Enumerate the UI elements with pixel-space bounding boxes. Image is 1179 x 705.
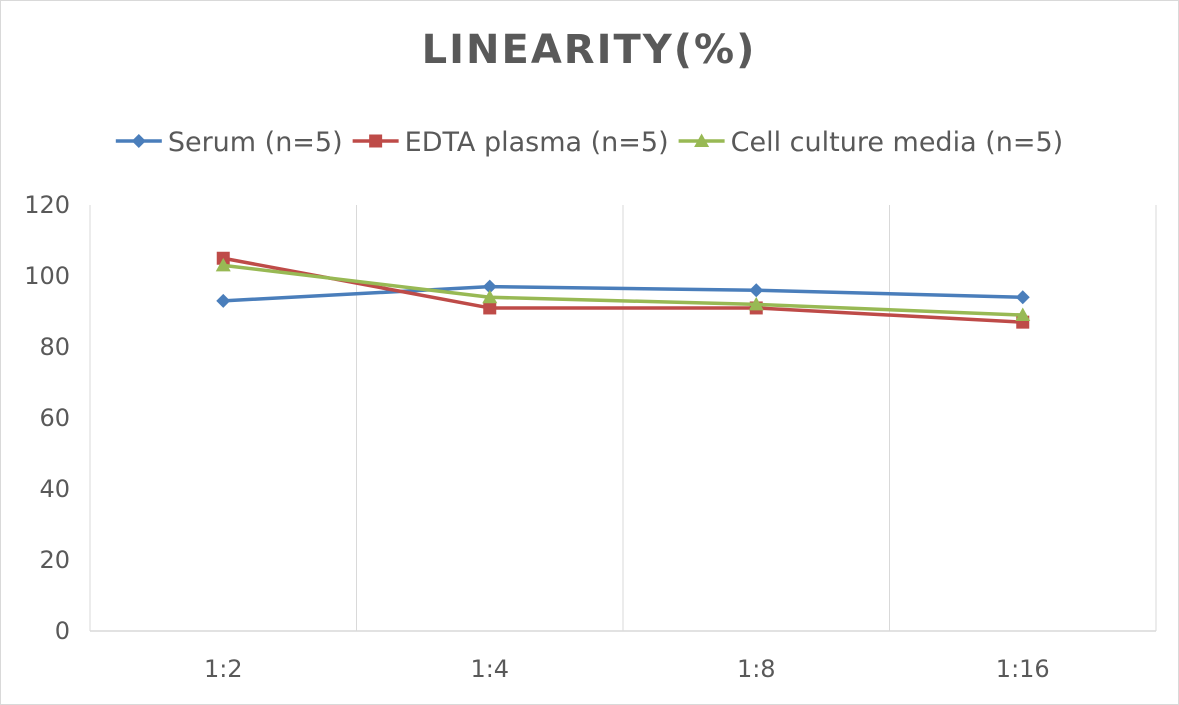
data-point [748,296,764,311]
y-tick-label: 40 [39,475,70,503]
x-tick-label: 1:16 [996,655,1050,683]
legend-label: Cell culture media (n=5) [731,127,1064,158]
y-tick-label: 0 [55,617,70,645]
x-tick-label: 1:4 [470,655,509,683]
series-2 [215,257,1031,322]
data-point [483,301,497,315]
gridlines [89,205,1157,631]
data-point [1015,307,1031,322]
legend-item: Serum (n=5) [115,127,343,158]
data-point [216,293,231,308]
legend-label: EDTA plasma (n=5) [405,127,669,158]
series-layer [215,251,1031,329]
y-tick-label: 60 [39,404,70,432]
x-tick-label: 1:2 [204,655,243,683]
legend-marker [131,134,146,148]
chart-title: LINEARITY(%) [422,27,757,73]
data-point [482,289,498,304]
legend-item: Cell culture media (n=5) [678,127,1064,158]
series-line [221,284,1025,303]
legend-label: Serum (n=5) [168,127,343,158]
legend-marker [369,134,383,148]
series-line [221,256,1025,324]
legend: Serum (n=5) EDTA plasma (n=5) Cell culture… [115,127,1064,158]
legend-marker [694,133,710,147]
axes: 0 20 40 60 80 100 120 1:2 1:4 1:8 1:16 [24,191,1156,683]
data-point [1015,290,1030,305]
y-tick-label: 80 [39,333,70,361]
legend-item: EDTA plasma (n=5) [352,127,669,158]
series-0 [216,279,1030,308]
data-point [215,257,231,272]
y-tick-label: 20 [39,546,70,574]
data-point [482,279,497,294]
series-line [221,263,1025,317]
x-tick-label: 1:8 [737,655,776,683]
y-tick-label: 100 [24,262,70,290]
data-point [749,283,764,298]
y-tick-label: 120 [24,191,70,219]
